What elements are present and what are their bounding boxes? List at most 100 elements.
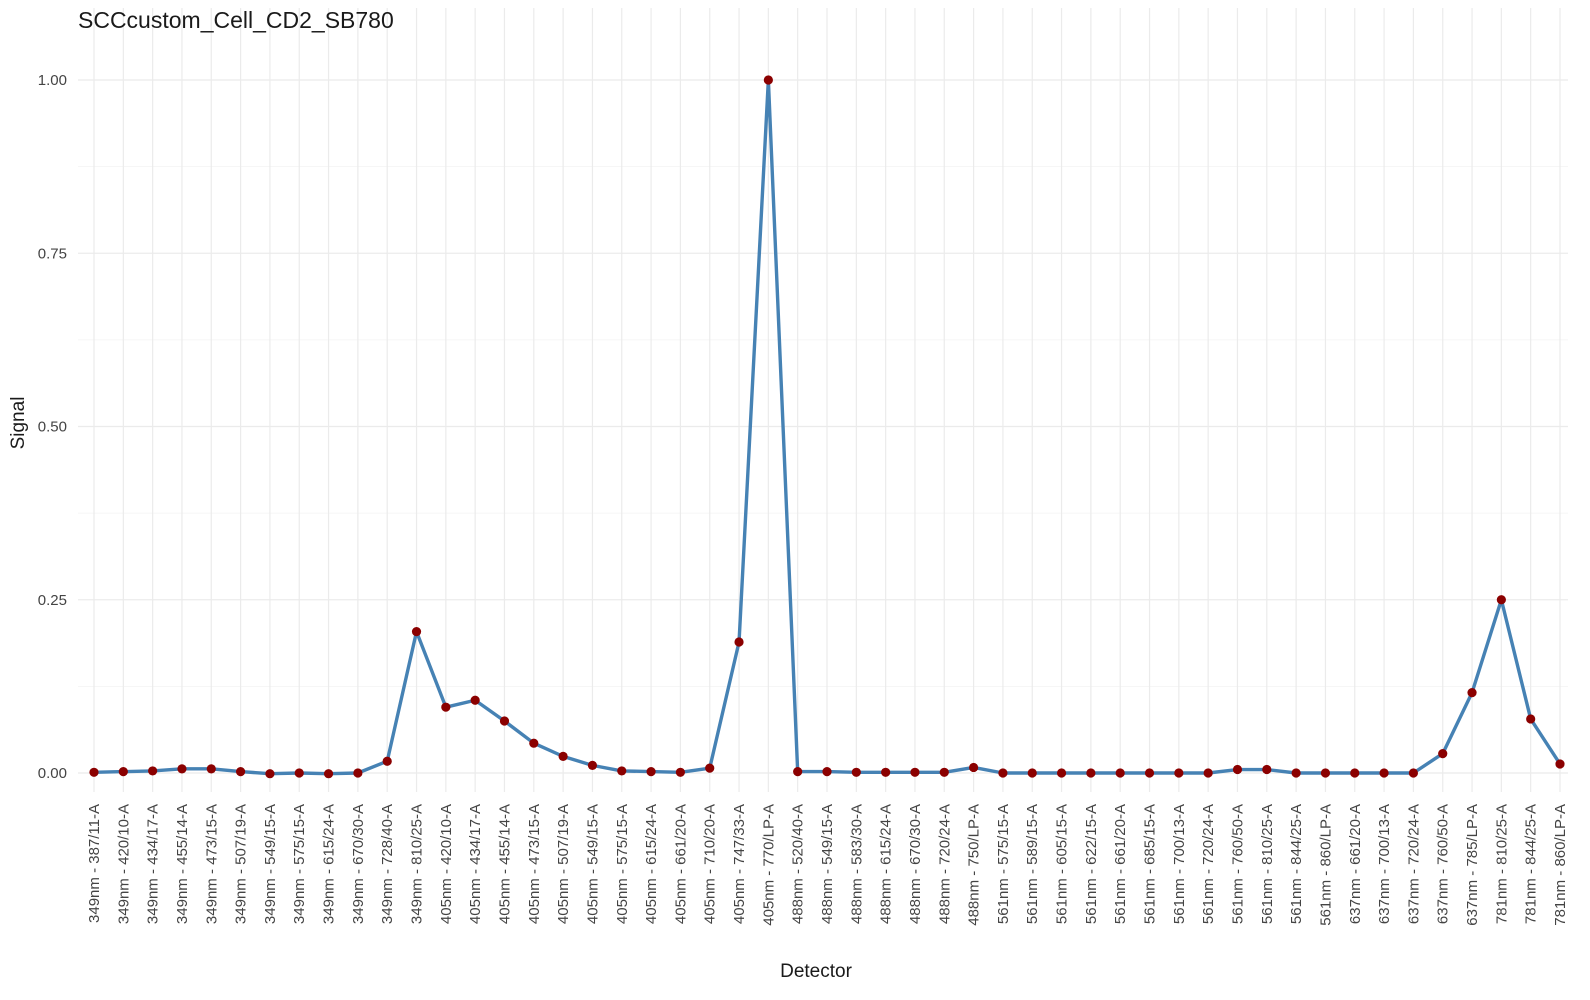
data-point: [1056, 768, 1067, 778]
data-point: [499, 716, 510, 726]
x-axis-title: Detector: [780, 961, 852, 982]
x-tick-label: 405nm - 747/33-A: [731, 804, 748, 924]
data-point: [1262, 764, 1272, 775]
y-tick-label: 0.25: [38, 592, 67, 609]
x-tick-label: 561nm - 810/25-A: [1259, 804, 1276, 924]
x-tick-label: 488nm - 720/24-A: [936, 804, 953, 924]
x-tick-label: 488nm - 615/24-A: [878, 804, 895, 924]
x-tick-label: 349nm - 810/25-A: [409, 804, 426, 924]
data-point: [148, 766, 158, 776]
data-point: [705, 763, 715, 773]
x-tick-label: 561nm - 622/15-A: [1083, 804, 1100, 924]
x-axis-ticks: 349nm - 387/11-A 349nm - 420/10-A 349nm - …: [86, 804, 1569, 926]
data-point: [734, 637, 744, 647]
x-tick-label: 349nm - 670/30-A: [350, 804, 367, 924]
data-point: [1203, 768, 1213, 778]
data-point: [89, 767, 99, 777]
x-tick-label: 637nm - 700/13-A: [1376, 804, 1393, 924]
x-tick-label: 561nm - 760/50-A: [1229, 804, 1246, 924]
data-point: [851, 767, 861, 777]
data-point: [118, 767, 128, 777]
data-point: [1438, 748, 1448, 759]
x-tick-label: 637nm - 720/24-A: [1405, 804, 1422, 924]
x-tick-label: 405nm - 434/17-A: [467, 804, 484, 924]
x-tick-label: 405nm - 420/10-A: [438, 804, 455, 924]
x-tick-label: 405nm - 575/15-A: [614, 804, 631, 924]
x-tick-label: 488nm - 670/30-A: [907, 804, 924, 924]
data-point: [177, 764, 187, 774]
data-point: [1174, 768, 1184, 778]
data-point: [793, 767, 803, 777]
data-point: [441, 702, 451, 712]
data-point: [353, 768, 363, 778]
data-point: [294, 768, 304, 778]
data-point: [470, 695, 480, 705]
data-point: [587, 760, 598, 770]
data-point: [558, 751, 568, 761]
y-axis-title: Signal: [8, 397, 29, 450]
x-tick-label: 349nm - 575/15-A: [291, 804, 308, 924]
data-point: [763, 75, 773, 85]
data-point: [1526, 714, 1536, 724]
data-point: [1555, 759, 1565, 769]
y-tick-label: 1.00: [38, 72, 67, 89]
x-tick-label: 405nm - 473/15-A: [526, 804, 543, 924]
data-point: [411, 627, 422, 637]
x-tick-label: 405nm - 615/24-A: [643, 804, 660, 924]
x-tick-label: 637nm - 760/50-A: [1435, 804, 1452, 924]
x-tick-label: 349nm - 728/40-A: [379, 804, 396, 924]
data-point: [236, 767, 246, 777]
data-point: [1027, 768, 1037, 778]
x-tick-label: 349nm - 420/10-A: [115, 804, 132, 924]
x-tick-label: 781nm - 810/25-A: [1493, 804, 1510, 924]
data-point: [1467, 688, 1477, 698]
x-tick-label: 349nm - 473/15-A: [203, 804, 220, 924]
x-tick-label: 488nm - 750/LP-A: [966, 804, 983, 926]
x-tick-label: 781nm - 860/LP-A: [1552, 804, 1569, 926]
data-point: [1291, 768, 1301, 778]
x-tick-label: 637nm - 785/LP-A: [1464, 804, 1481, 926]
y-axis-ticks: 0.00 0.25 0.50 0.75 1.00: [38, 72, 67, 782]
grid-lines: [78, 8, 1568, 792]
x-tick-label: 488nm - 520/40-A: [790, 804, 807, 924]
data-point: [910, 767, 920, 777]
x-tick-label: 349nm - 507/19-A: [233, 804, 250, 924]
x-tick-label: 781nm - 844/25-A: [1523, 804, 1540, 924]
data-point: [1496, 595, 1506, 605]
x-tick-label: 349nm - 455/14-A: [174, 804, 191, 924]
x-tick-label: 561nm - 685/15-A: [1142, 804, 1159, 924]
y-tick-label: 0.75: [38, 245, 67, 262]
x-tick-label: 349nm - 387/11-A: [86, 804, 103, 923]
x-tick-label: 561nm - 589/15-A: [1024, 804, 1041, 924]
data-point: [1408, 768, 1418, 778]
x-tick-label: 349nm - 615/24-A: [321, 804, 338, 924]
data-point: [265, 769, 275, 779]
x-tick-label: 561nm - 661/20-A: [1112, 804, 1129, 924]
data-point: [617, 766, 627, 776]
x-tick-label: 405nm - 661/20-A: [672, 804, 689, 924]
x-tick-label: 405nm - 455/14-A: [496, 804, 513, 924]
data-point: [969, 762, 979, 773]
data-point: [529, 738, 539, 748]
x-tick-label: 561nm - 844/25-A: [1288, 804, 1305, 924]
data-point: [1350, 768, 1360, 778]
data-point: [1144, 768, 1155, 778]
x-tick-label: 405nm - 549/15-A: [584, 804, 601, 924]
data-point: [1320, 768, 1331, 778]
x-tick-label: 561nm - 860/LP-A: [1317, 804, 1334, 926]
data-point: [382, 756, 392, 766]
data-point: [1379, 768, 1389, 778]
x-tick-label: 405nm - 507/19-A: [555, 804, 572, 924]
x-tick-label: 349nm - 549/15-A: [262, 804, 279, 924]
data-point: [1086, 768, 1096, 778]
x-tick-label: 561nm - 700/13-A: [1171, 804, 1188, 924]
data-point: [998, 768, 1008, 778]
chart-title: SCCcustom_Cell_CD2_SB780: [78, 7, 394, 33]
x-tick-label: 405nm - 710/20-A: [702, 804, 719, 924]
series-layer: [89, 75, 1565, 779]
data-point: [323, 769, 334, 779]
y-tick-label: 0.00: [38, 765, 67, 782]
data-point: [822, 767, 832, 777]
data-point: [206, 764, 216, 774]
